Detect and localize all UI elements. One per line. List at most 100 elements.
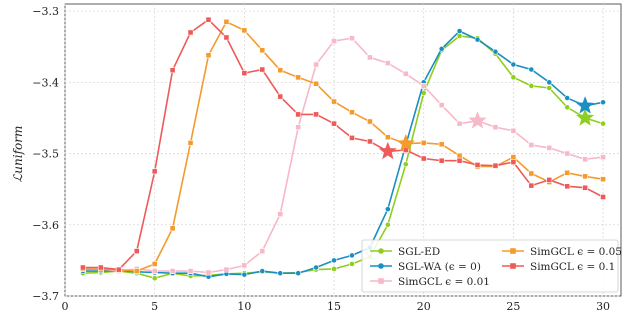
data-point [367,138,373,145]
legend-label: SimGCL ϵ = 0.01 [398,276,490,288]
x-tick-label: 0 [62,300,69,313]
data-point [546,144,553,151]
series-line [82,35,604,280]
data-point [331,266,337,272]
best-star-marker [396,133,415,152]
data-point [367,118,373,125]
y-tick-label: −3.7 [32,290,59,303]
legend-label: SimGCL ϵ = 0.05 [530,246,622,258]
data-point [510,61,517,68]
data-point [510,154,517,161]
data-point [564,104,571,111]
data-point [438,141,445,148]
best-markers [378,96,595,160]
data-point [600,154,606,161]
data-point [438,45,445,52]
best-star-marker [575,108,595,126]
data-point [546,79,553,86]
data-point [277,211,284,217]
data-point [241,262,248,269]
data-point [169,268,176,274]
data-point [564,183,571,190]
data-point [420,139,427,146]
legend-swatch-marker [510,248,516,254]
data-point [115,266,122,273]
data-point [331,38,337,44]
data-point [564,150,571,157]
data-point [349,35,355,42]
data-point [133,248,140,255]
data-point [313,80,319,87]
data-point [151,261,158,267]
data-point [528,142,535,148]
data-point [187,139,194,146]
series-line [82,37,604,274]
data-point [384,221,391,228]
legend-label: SGL-WA (ϵ = 0) [398,261,481,273]
data-point [187,29,194,36]
data-point [349,252,355,259]
data-point [456,120,463,127]
axis-ticks: 0 5 10 15 20 25 30 −3.3 −3.4 −3.5 −3.6 −3.7 [32,5,610,313]
data-point [259,248,266,255]
data-point [582,173,589,180]
data-point [277,67,284,74]
series-line [82,30,604,278]
data-point [528,182,535,189]
data-point [80,264,86,271]
data-point [241,271,248,278]
data-point [546,177,553,183]
data-point [241,27,248,34]
data-point [133,268,140,274]
data-point [456,33,463,39]
y-tick-label: −3.3 [32,5,59,18]
data-point [223,18,230,25]
data-point [420,155,427,162]
data-point [205,16,212,23]
series-2 [80,35,606,276]
data-point [474,162,481,168]
legend-item: SimGCL ϵ = 0.01 [370,276,490,288]
data-point [402,70,409,77]
data-point [600,99,606,106]
data-point [492,124,499,131]
data-point [438,157,445,164]
legend-swatch-marker [378,278,384,284]
data-point [384,60,391,67]
legend-item: SimGCL ϵ = 0.05 [502,246,622,258]
legend-label: SGL-ED [398,246,440,258]
legend-swatch-marker [510,263,516,269]
data-point [331,120,337,127]
x-tick-label: 10 [237,300,251,313]
data-point [169,67,176,74]
data-point [582,184,589,191]
data-point [295,124,302,131]
series-line [82,18,604,271]
best-star-marker [468,111,487,129]
x-tick-label: 20 [417,300,431,313]
data-point [492,48,499,55]
data-point [474,36,481,43]
data-point [528,83,535,89]
legend-box [361,239,619,293]
data-point [546,85,553,91]
data-point [564,95,571,101]
data-point [456,28,463,34]
data-point [331,257,337,264]
data-point [295,74,302,81]
legend-swatch-marker [378,248,384,254]
data-point [384,134,391,141]
data-point [277,270,284,277]
data-point [349,134,355,141]
legend-swatch-marker [378,263,384,269]
data-point [510,159,517,166]
data-point [259,268,266,274]
data-point [169,225,176,232]
y-axis-label: ℒuniform [11,126,25,183]
data-point [205,269,212,276]
data-point [277,93,284,100]
data-point [313,111,319,118]
legend-item: SGL-ED [370,246,440,258]
